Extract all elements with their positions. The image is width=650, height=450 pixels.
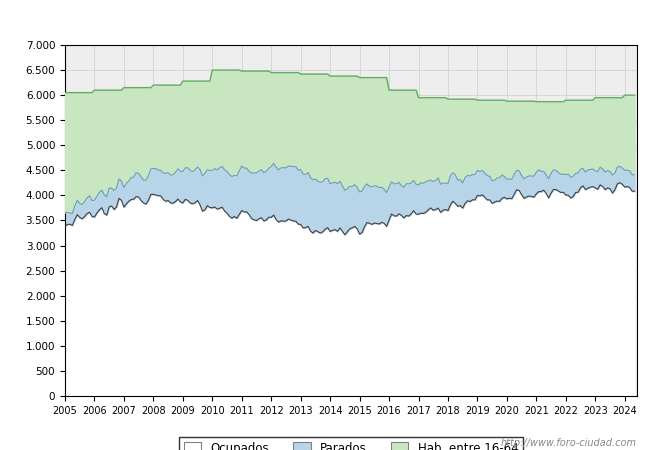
Text: Alfaro - Evolucion de la poblacion en edad de Trabajar Mayo de 2024: Alfaro - Evolucion de la poblacion en ed…	[96, 12, 554, 24]
Legend: Ocupados, Parados, Hab. entre 16-64: Ocupados, Parados, Hab. entre 16-64	[179, 437, 523, 450]
Text: http://www.foro-ciudad.com: http://www.foro-ciudad.com	[501, 438, 637, 448]
